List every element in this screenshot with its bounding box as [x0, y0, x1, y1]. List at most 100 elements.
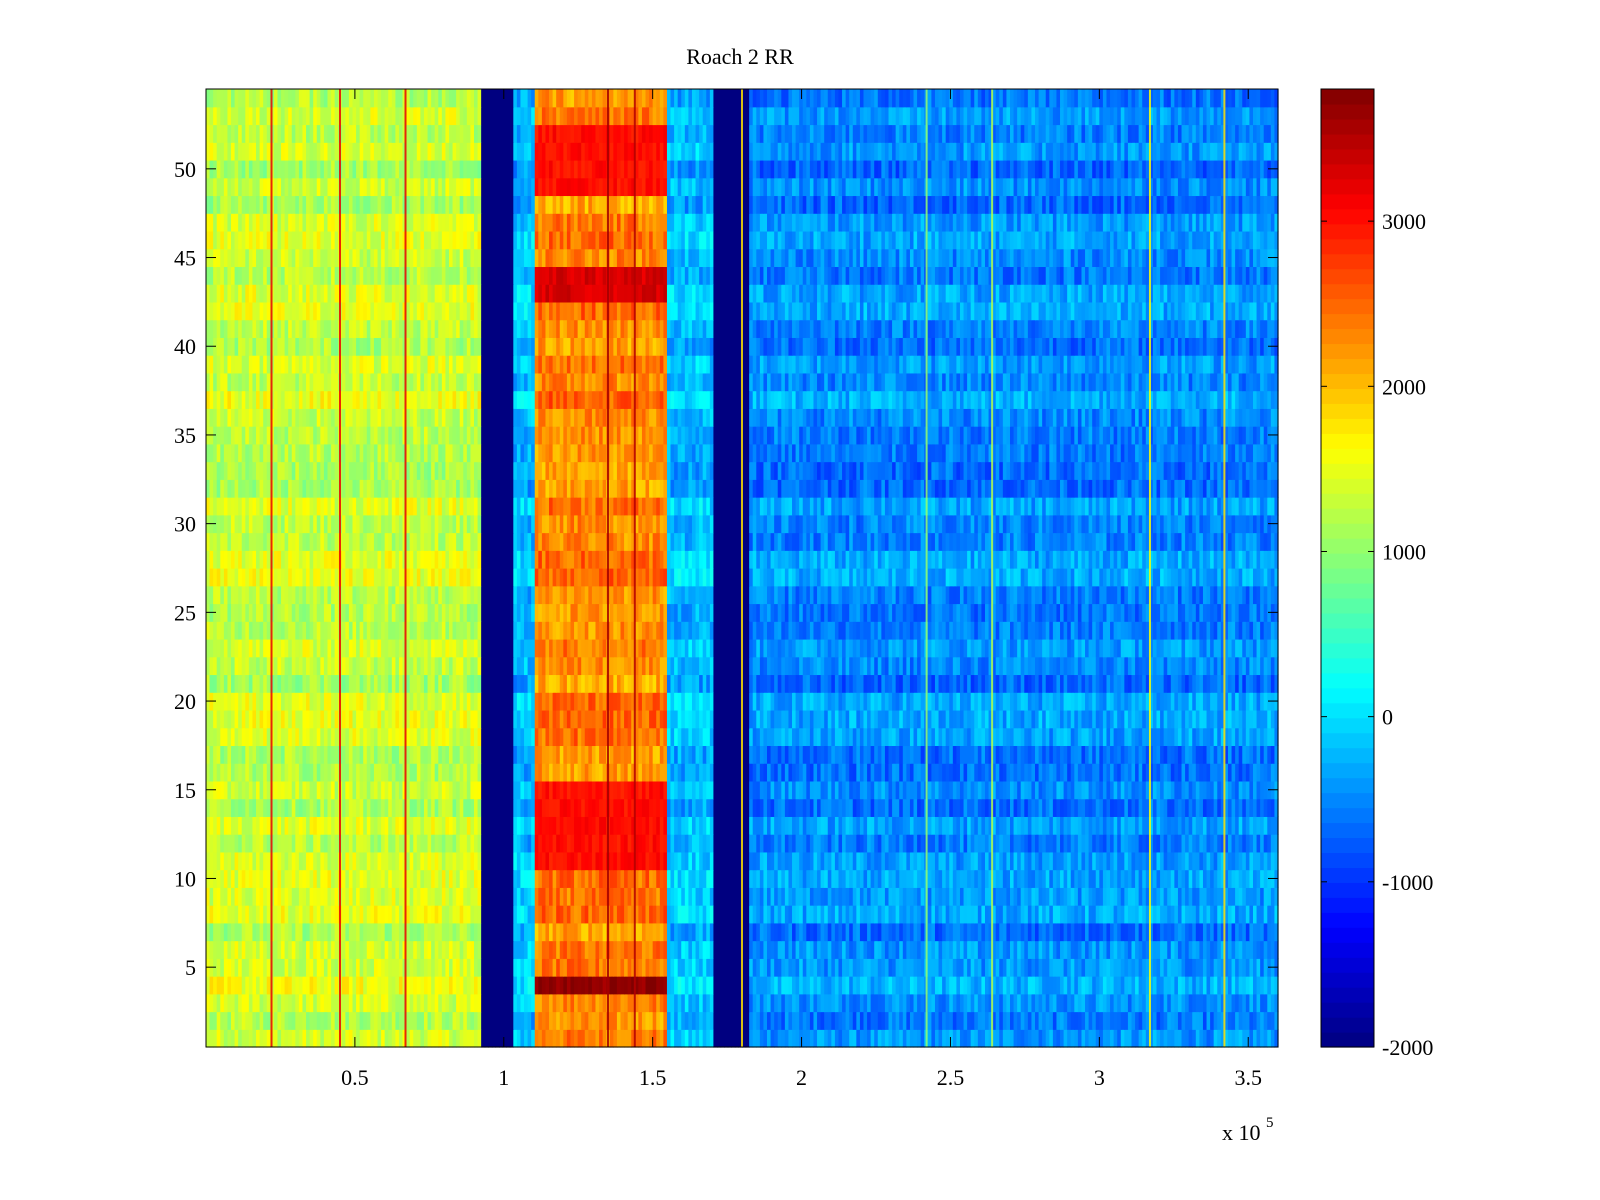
heatmap-cell: [499, 905, 504, 924]
heatmap-cell: [581, 798, 586, 817]
heatmap-cell: [849, 976, 854, 995]
heatmap-cell: [1088, 1011, 1093, 1030]
heatmap-cell: [1135, 1029, 1140, 1048]
heatmap-cell: [702, 1011, 707, 1030]
heatmap-cell: [216, 745, 221, 764]
heatmap-cell: [1199, 1029, 1204, 1048]
heatmap-cell: [541, 887, 547, 906]
heatmap-cell: [666, 958, 672, 977]
heatmap-cell: [266, 993, 271, 1013]
heatmap-cell: [1070, 922, 1075, 942]
heatmap-cell: [813, 958, 818, 977]
heatmap-cell: [395, 976, 400, 995]
heatmap-cell: [767, 905, 772, 924]
heatmap-cell: [1167, 976, 1172, 995]
heatmap-cell: [906, 763, 911, 782]
heatmap-cell: [731, 798, 736, 817]
heatmap-cell: [877, 922, 882, 942]
heatmap-cell: [777, 851, 782, 871]
heatmap-cell: [831, 958, 836, 977]
heatmap-cell: [227, 922, 232, 942]
heatmap-cell: [359, 887, 364, 906]
heatmap-cell: [409, 798, 414, 817]
heatmap-cell: [356, 887, 361, 906]
heatmap-cell: [352, 976, 357, 995]
heatmap-cell: [716, 976, 722, 995]
heatmap-cell: [434, 905, 439, 924]
heatmap-cell: [691, 976, 697, 995]
heatmap-cell: [949, 763, 954, 782]
heatmap-cell: [1017, 1029, 1022, 1048]
heatmap-cell: [559, 940, 564, 959]
heatmap-cell: [734, 798, 740, 817]
heatmap-cell: [1170, 869, 1175, 888]
heatmap-cell: [666, 887, 672, 906]
heatmap-cell: [892, 745, 897, 764]
heatmap-cell: [759, 1029, 765, 1048]
heatmap-cell: [256, 780, 261, 800]
heatmap-cell: [1220, 869, 1225, 888]
heatmap-cell: [1217, 851, 1222, 871]
heatmap-cell: [370, 922, 375, 942]
heatmap-cell: [423, 922, 429, 942]
heatmap-cell: [423, 763, 429, 782]
heatmap-cell: [752, 851, 757, 871]
heatmap-cell: [602, 958, 607, 977]
heatmap-cell: [1110, 798, 1115, 817]
heatmap-cell: [281, 1029, 286, 1048]
heatmap-cell: [1177, 851, 1183, 871]
heatmap-cell: [538, 834, 543, 853]
heatmap-cell: [1181, 834, 1186, 853]
heatmap-cell: [538, 745, 543, 764]
heatmap-cell: [917, 816, 922, 835]
heatmap-cell: [1102, 816, 1108, 835]
heatmap-cell: [895, 780, 900, 800]
heatmap-cell: [388, 905, 393, 924]
heatmap-cell: [1124, 940, 1129, 959]
heatmap-cell: [413, 869, 418, 888]
heatmap-cell: [248, 993, 254, 1013]
heatmap-cell: [913, 1029, 918, 1048]
heatmap-cell: [874, 851, 879, 871]
heatmap-cell: [384, 851, 389, 871]
heatmap-cell: [927, 1029, 932, 1048]
heatmap-cell: [445, 816, 450, 835]
heatmap-cell: [456, 905, 461, 924]
heatmap-cell: [909, 869, 915, 888]
heatmap-cell: [784, 922, 790, 942]
heatmap-cell: [852, 922, 857, 942]
heatmap-cell: [641, 798, 647, 817]
heatmap-cell: [348, 851, 354, 871]
heatmap-cell: [631, 851, 636, 871]
heatmap-cell: [777, 958, 782, 977]
heatmap-cell: [981, 869, 986, 888]
heatmap-cell: [770, 816, 775, 835]
heatmap-cell: [695, 816, 700, 835]
heatmap-cell: [298, 887, 304, 906]
heatmap-cell: [620, 1011, 625, 1030]
heatmap-cell: [1002, 958, 1008, 977]
heatmap-cell: [356, 816, 361, 835]
heatmap-cell: [420, 922, 425, 942]
heatmap-cell: [470, 745, 475, 764]
heatmap-cell: [1256, 851, 1261, 871]
heatmap-cell: [273, 780, 279, 800]
heatmap-cell: [1249, 922, 1254, 942]
heatmap-cell: [1224, 869, 1229, 888]
heatmap-cell: [1167, 851, 1172, 871]
heatmap-cell: [1095, 940, 1100, 959]
heatmap-cell: [909, 834, 915, 853]
heatmap-cell: [681, 851, 686, 871]
heatmap-cell: [288, 1029, 293, 1048]
heatmap-cell: [1074, 834, 1079, 853]
heatmap-cell: [1192, 1011, 1197, 1030]
heatmap-cell: [1063, 816, 1068, 835]
heatmap-cell: [595, 745, 600, 764]
heatmap-cell: [802, 976, 807, 995]
heatmap-cell: [438, 851, 443, 871]
heatmap-cell: [1192, 887, 1197, 906]
heatmap-cell: [302, 798, 307, 817]
heatmap-cell: [545, 905, 550, 924]
heatmap-cell: [906, 958, 911, 977]
heatmap-cell: [448, 798, 454, 817]
